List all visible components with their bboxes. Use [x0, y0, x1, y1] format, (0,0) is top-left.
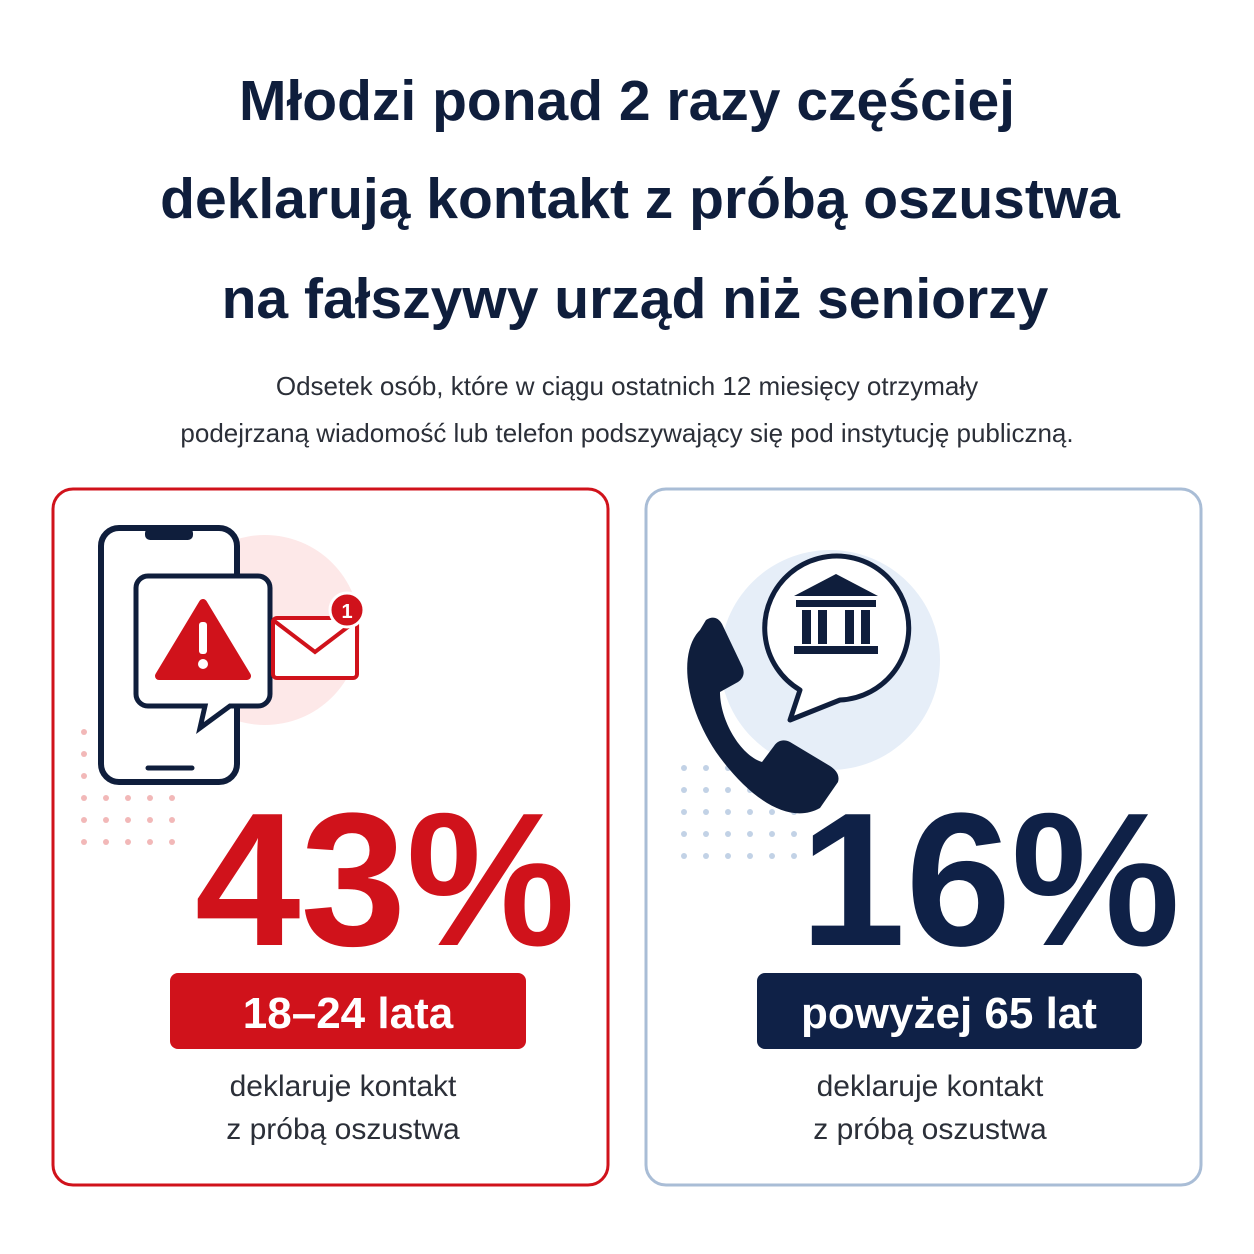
dot	[125, 817, 131, 823]
group-badge	[170, 973, 526, 1049]
envelope-flap	[271, 618, 359, 655]
dot	[747, 853, 753, 859]
dot	[103, 795, 109, 801]
dot	[147, 817, 153, 823]
dot	[81, 817, 87, 823]
stat: 43%	[195, 774, 575, 986]
dot	[125, 839, 131, 845]
subtitle-line: Odsetek osób, które w ciągu ostatnich 12…	[276, 371, 978, 401]
dot	[791, 853, 797, 859]
dot	[769, 831, 775, 837]
warning-mark	[199, 622, 207, 654]
group-badge	[757, 973, 1142, 1049]
dot	[103, 839, 109, 845]
institution-icon	[794, 574, 878, 654]
dot	[81, 795, 87, 801]
phone-handset-icon	[687, 617, 839, 814]
caption-line: z próbą oszustwa	[813, 1113, 1047, 1146]
envelope-icon	[271, 616, 359, 680]
dot	[169, 817, 175, 823]
dot	[103, 817, 109, 823]
dot	[81, 729, 87, 735]
dot	[703, 831, 709, 837]
dot	[681, 765, 687, 771]
group-label: 18–24 lata	[243, 989, 454, 1038]
dot	[703, 853, 709, 859]
dot	[681, 853, 687, 859]
caption-line: z próbą oszustwa	[226, 1113, 460, 1146]
dot	[81, 773, 87, 779]
subtitle-line: podejrzaną wiadomość lub telefon podszyw…	[180, 418, 1073, 448]
dot	[747, 831, 753, 837]
title-line: deklarują kontakt z próbą oszustwa	[160, 167, 1121, 231]
dot	[681, 787, 687, 793]
caption-line: deklaruje kontakt	[817, 1070, 1044, 1103]
dot	[681, 809, 687, 815]
dot	[747, 809, 753, 815]
dot	[147, 839, 153, 845]
dot	[81, 839, 87, 845]
dot	[169, 795, 175, 801]
dot	[769, 853, 775, 859]
dot	[147, 795, 153, 801]
dot	[791, 831, 797, 837]
title-line: na fałszywy urząd niż seniorzy	[222, 267, 1049, 331]
stat: 16%	[800, 774, 1180, 986]
caption-line: deklaruje kontakt	[230, 1070, 457, 1103]
dot	[725, 809, 731, 815]
warning-dot	[198, 659, 208, 669]
group-label: powyżej 65 lat	[801, 989, 1097, 1038]
dot	[125, 795, 131, 801]
notification-badge	[328, 591, 366, 629]
dot	[81, 751, 87, 757]
dot	[725, 831, 731, 837]
dot	[703, 765, 709, 771]
notification-count: 1	[341, 601, 352, 623]
dot	[703, 787, 709, 793]
speech-bubble	[762, 553, 912, 723]
dot	[769, 809, 775, 815]
dot	[725, 853, 731, 859]
dot	[169, 839, 175, 845]
dot	[681, 831, 687, 837]
phone-notch	[145, 528, 193, 540]
title-line: Młodzi ponad 2 razy częściej	[239, 69, 1015, 133]
dot	[703, 809, 709, 815]
dot	[725, 787, 731, 793]
